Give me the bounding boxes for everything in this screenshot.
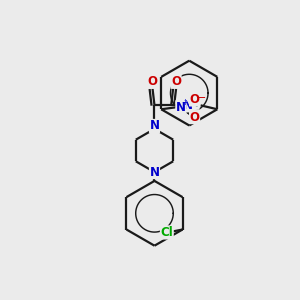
Text: O: O xyxy=(148,75,158,88)
Text: N: N xyxy=(149,166,160,178)
Text: N: N xyxy=(149,119,160,133)
Text: +: + xyxy=(181,98,188,107)
Text: N: N xyxy=(176,101,186,114)
Text: N: N xyxy=(183,99,193,112)
Text: O: O xyxy=(190,93,200,106)
Text: O: O xyxy=(190,111,200,124)
Text: Cl: Cl xyxy=(160,226,173,239)
Text: O: O xyxy=(171,75,181,88)
Text: H: H xyxy=(190,99,199,110)
Text: −: − xyxy=(197,94,206,103)
